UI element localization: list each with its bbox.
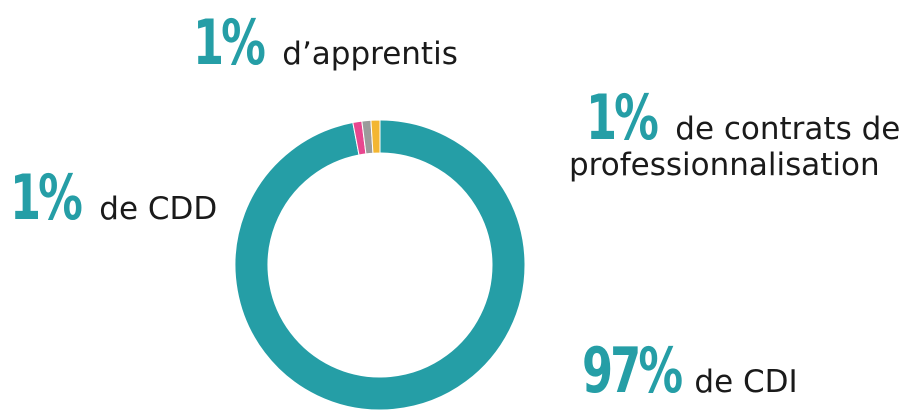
- label-pro-line2: professionnalisation: [569, 147, 880, 183]
- label-cdi: de CDI: [694, 364, 798, 400]
- pct-apprentis: 1%: [193, 6, 266, 79]
- callout-cdi: 97% de CDI: [582, 340, 798, 402]
- callout-pro: 1% de contrats de: [586, 87, 900, 149]
- callout-cdd: 1% de CDD: [10, 167, 217, 229]
- pct-cdi: 97%: [582, 334, 683, 407]
- slice-cdi: [234, 119, 526, 410]
- pct-cdd: 1%: [10, 161, 83, 234]
- label-pro-line1: de contrats de: [675, 111, 901, 147]
- pct-pro: 1%: [586, 81, 659, 154]
- label-apprentis: d’apprentis: [282, 36, 458, 72]
- callout-apprentis: 1% d’apprentis: [193, 12, 458, 74]
- slice-pro: [370, 119, 381, 154]
- label-cdd: de CDD: [99, 191, 218, 227]
